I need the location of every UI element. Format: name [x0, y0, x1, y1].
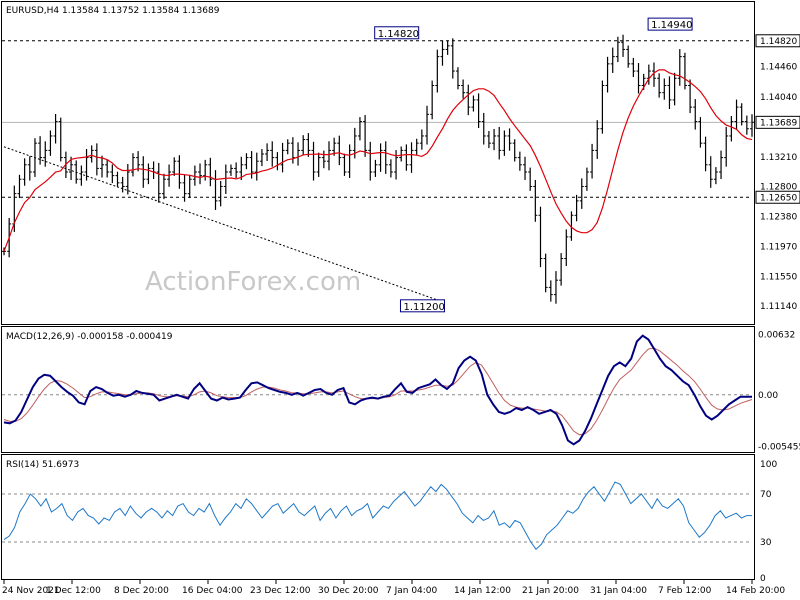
price-tick-7: 1.12380	[760, 213, 797, 223]
macd-panel-frame	[1, 326, 755, 453]
x-tick-3: 16 Dec 04:00	[182, 586, 243, 596]
macd-tick-2: -0.005455	[758, 443, 800, 453]
moving-average-line	[3, 69, 753, 252]
x-tick-9: 31 Jan 04:00	[590, 586, 647, 596]
price-label-box-0	[374, 26, 420, 40]
x-tick-10: 7 Feb 12:00	[658, 586, 712, 596]
x-tick-6: 7 Jan 04:00	[386, 586, 438, 596]
price-tick-5: 1.12800	[760, 182, 797, 192]
price-tick-10: 1.11140	[760, 302, 797, 312]
price-series-layer: 1.14820 1.14940 1.11200	[2, 17, 754, 313]
price-tick-2: 1.14040	[760, 93, 797, 103]
price-tick-3: 1.13689	[760, 118, 797, 128]
rsi-line	[3, 481, 752, 550]
price-label-0: 1.14820	[378, 29, 419, 40]
macd-series-layer	[2, 334, 753, 446]
rsi-panel-frame	[1, 454, 755, 580]
x-tick-0: 24 Nov 2021	[2, 586, 60, 596]
axes-layer: 1.14820 1.14460 1.14040 1.13689 1.13210 1.128…	[2, 34, 800, 596]
price-tick-0: 1.14820	[760, 37, 797, 47]
price-label-2: 1.11200	[403, 302, 444, 313]
trendline	[3, 146, 443, 303]
price-tick-1: 1.14460	[760, 63, 797, 73]
rsi-tick-0: 100	[760, 460, 777, 470]
price-panel-frame	[1, 1, 755, 325]
price-label-box-2	[399, 299, 445, 313]
watermark: ActionForex.com	[145, 267, 361, 297]
price-tick-box-6	[755, 190, 800, 204]
price-tick-6: 1.12650	[760, 193, 797, 203]
x-tick-8: 21 Jan 20:00	[522, 586, 579, 596]
price-tick-4: 1.13210	[760, 153, 797, 163]
rsi-tick-3: 0	[760, 574, 766, 584]
rsi-tick-1: 70	[760, 490, 772, 500]
macd-tick-1: 0.00	[758, 391, 778, 401]
price-tick-box-3	[755, 115, 800, 129]
x-tick-1: 1 Dec 12:00	[46, 586, 101, 596]
macd-panel-title: MACD(12,26,9) -0.000158 -0.000419	[6, 332, 173, 342]
x-tick-7: 14 Jan 12:00	[454, 586, 511, 596]
rsi-panel-title: RSI(14) 51.6973	[6, 460, 79, 470]
price-panel-title: EURUSD,H4 1.13584 1.13752 1.13584 1.1368…	[6, 6, 220, 16]
price-tick-box-0	[755, 34, 800, 48]
x-tick-2: 8 Dec 20:00	[114, 586, 169, 596]
price-label-box-1	[647, 17, 693, 31]
price-label-1: 1.14940	[651, 20, 692, 31]
price-tick-9: 1.11550	[760, 273, 797, 283]
x-tick-4: 23 Dec 12:00	[250, 586, 311, 596]
price-tick-8: 1.11970	[760, 242, 797, 252]
x-tick-5: 30 Dec 20:00	[318, 586, 379, 596]
rsi-series-layer	[2, 481, 752, 550]
macd-line	[3, 334, 752, 446]
x-tick-11: 14 Feb 20:00	[726, 586, 785, 596]
macd-tick-0: 0.00632	[758, 331, 795, 341]
rsi-tick-2: 30	[760, 538, 772, 548]
